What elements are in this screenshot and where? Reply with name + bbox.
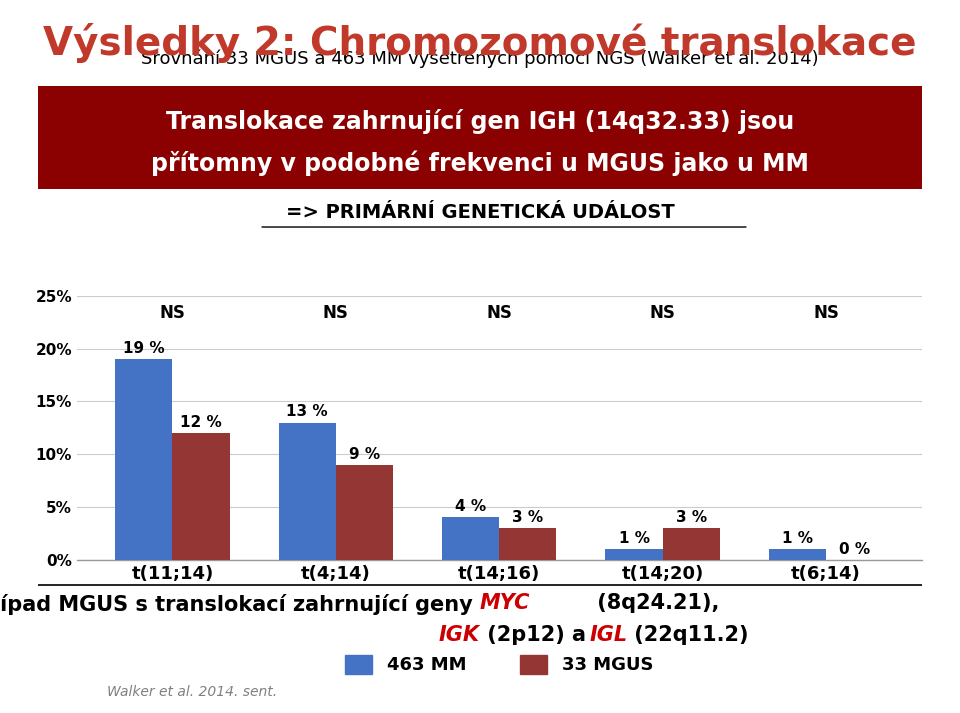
Text: (22q11.2): (22q11.2): [627, 625, 749, 645]
Bar: [442, 518, 499, 560]
Text: NS: NS: [650, 304, 676, 322]
Legend: 463 MM, 33 MGUS: 463 MM, 33 MGUS: [338, 648, 660, 682]
Text: NS: NS: [813, 304, 839, 322]
Text: Srovnání 33 MGUS a 463 MM vyšetřených pomocí NGS (Walker et al. 2014): Srovnání 33 MGUS a 463 MM vyšetřených po…: [141, 50, 819, 68]
Bar: [278, 423, 336, 560]
Bar: [173, 433, 229, 560]
Bar: [115, 359, 173, 560]
Text: NS: NS: [323, 304, 348, 322]
Bar: [606, 549, 662, 560]
Text: Walker et al. 2014. sent.: Walker et al. 2014. sent.: [107, 684, 277, 699]
Text: Srovnání: Srovnání: [396, 50, 480, 68]
Text: NS: NS: [159, 304, 185, 322]
Text: IGK: IGK: [439, 625, 480, 645]
Text: 12 %: 12 %: [180, 415, 222, 430]
Bar: [769, 549, 826, 560]
Text: => PRIMÁRNÍ GENETICKÁ UDÁLOST: => PRIMÁRNÍ GENETICKÁ UDÁLOST: [286, 202, 674, 222]
Text: 1 %: 1 %: [618, 531, 650, 546]
Text: MYC: MYC: [480, 593, 531, 613]
Text: 3 %: 3 %: [513, 510, 543, 525]
Text: (2p12) a: (2p12) a: [480, 625, 593, 645]
Text: 19 %: 19 %: [123, 341, 164, 356]
Text: IGL: IGL: [589, 625, 628, 645]
Text: 13 %: 13 %: [286, 404, 328, 419]
Text: 9 %: 9 %: [348, 446, 380, 461]
FancyBboxPatch shape: [12, 83, 948, 192]
Text: 4 %: 4 %: [455, 499, 486, 514]
Text: Žádný případ MGUS s translokací zahrnující geny: Žádný případ MGUS s translokací zahrnují…: [0, 591, 480, 615]
Text: NS: NS: [487, 304, 512, 322]
Text: Translokace zahrnující gen IGH (14q32.33) jsou: Translokace zahrnující gen IGH (14q32.33…: [166, 109, 794, 134]
Bar: [499, 528, 557, 560]
Bar: [662, 528, 720, 560]
Text: přítomny v podobné frekvenci u MGUS jako u MM: přítomny v podobné frekvenci u MGUS jako…: [151, 150, 809, 176]
Text: (8q24.21),: (8q24.21),: [590, 593, 720, 613]
Text: Výsledky 2: Chromozomové translokace: Výsledky 2: Chromozomové translokace: [43, 23, 917, 63]
Text: 1 %: 1 %: [781, 531, 813, 546]
Text: 3 %: 3 %: [676, 510, 707, 525]
Text: 0 %: 0 %: [839, 542, 870, 557]
Text: 33 MGUS a 463 MM: 33 MGUS a 463 MM: [480, 50, 676, 68]
Bar: [336, 465, 393, 560]
